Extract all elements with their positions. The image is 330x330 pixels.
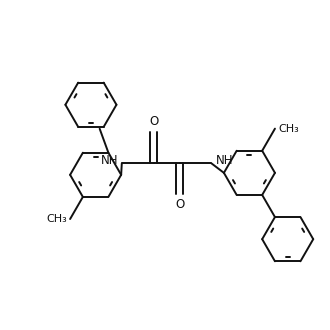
- Text: CH₃: CH₃: [46, 214, 67, 224]
- Text: NH: NH: [100, 154, 118, 167]
- Text: O: O: [175, 198, 184, 212]
- Text: CH₃: CH₃: [278, 124, 299, 134]
- Text: NH: NH: [215, 154, 233, 167]
- Text: O: O: [149, 115, 158, 128]
